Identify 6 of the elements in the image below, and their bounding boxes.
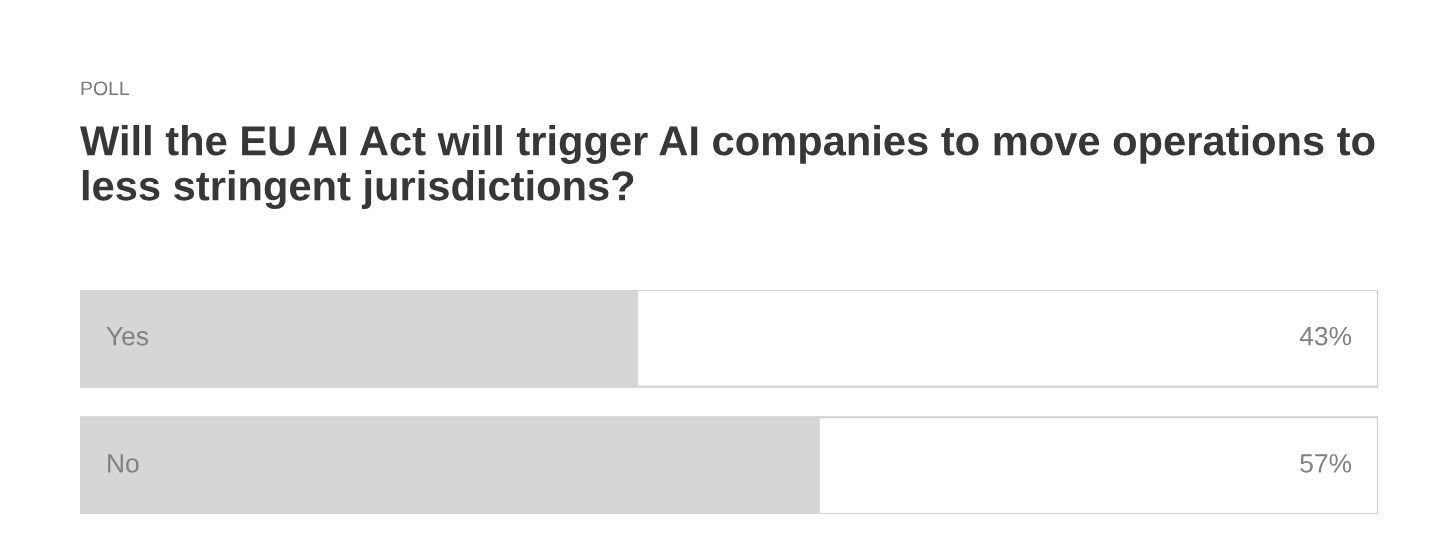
y-tick-label: No bbox=[108, 454, 139, 473]
y-tick-label: Yes bbox=[106, 327, 149, 346]
data-label: 57% bbox=[1300, 454, 1352, 473]
chart-title: Will the EU AI Act will trigger AI companies to move operations to less stringent jurisdictions? bbox=[80, 125, 1375, 210]
chart-subtitle: POLL bbox=[81, 81, 130, 96]
data-label: 43% bbox=[1299, 326, 1352, 346]
